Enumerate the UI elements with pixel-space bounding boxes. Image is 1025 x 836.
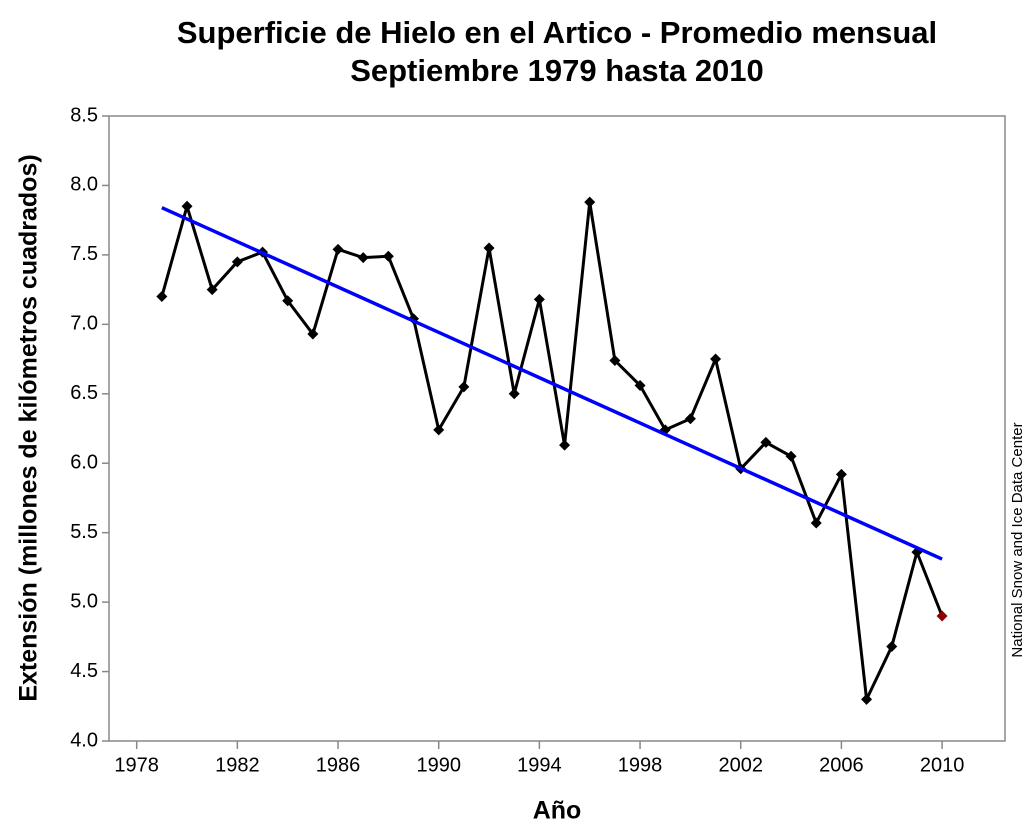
marker xyxy=(206,284,218,296)
x-tick-label: 2010 xyxy=(920,754,965,776)
marker xyxy=(609,354,621,366)
marker xyxy=(458,381,470,393)
x-tick-label: 1998 xyxy=(618,754,663,776)
marker xyxy=(282,295,294,307)
x-tick-label: 1986 xyxy=(316,754,361,776)
marker xyxy=(634,379,646,391)
marker xyxy=(886,641,898,653)
x-tick-label: 1978 xyxy=(114,754,159,776)
marker xyxy=(785,450,797,462)
marker xyxy=(936,610,948,622)
series-line xyxy=(161,206,943,561)
x-tick-label: 2006 xyxy=(819,754,864,776)
y-tick-label: 7.0 xyxy=(70,313,98,335)
x-tick-label: 2002 xyxy=(718,754,763,776)
series-line xyxy=(160,200,944,705)
x-tick-label: 1982 xyxy=(215,754,260,776)
chart-subtitle: Septiembre 1979 hasta 2010 xyxy=(350,53,764,88)
y-tick-label: 7.5 xyxy=(70,243,98,265)
y-axis-label: Extensión (millones de kilómetros cuadra… xyxy=(15,154,43,701)
marker xyxy=(307,328,319,340)
marker xyxy=(584,196,596,208)
y-tick-label: 6.0 xyxy=(70,452,98,474)
marker xyxy=(835,468,847,480)
x-axis-label: Año xyxy=(533,797,582,825)
marker xyxy=(433,424,445,436)
marker xyxy=(332,243,344,255)
marker xyxy=(231,256,243,268)
marker xyxy=(357,252,369,264)
y-tick-label: 5.5 xyxy=(70,521,98,543)
marker xyxy=(760,436,772,448)
marker xyxy=(156,291,168,303)
marker xyxy=(181,200,193,212)
y-tick-label: 5.0 xyxy=(70,590,98,612)
marker xyxy=(533,293,545,305)
marker xyxy=(861,693,873,705)
y-tick-label: 8.0 xyxy=(70,174,98,196)
marker xyxy=(559,439,571,451)
y-tick-label: 4.0 xyxy=(70,729,98,751)
y-tick-label: 6.5 xyxy=(70,382,98,404)
marker xyxy=(810,517,822,529)
y-tick-label: 4.5 xyxy=(70,660,98,682)
marker xyxy=(382,250,394,262)
marker xyxy=(684,413,696,425)
plot-frame xyxy=(108,115,1006,742)
chart-title: Superficie de Hielo en el Artico - Prome… xyxy=(177,15,937,50)
x-tick-label: 1990 xyxy=(416,754,461,776)
x-tick-label: 1994 xyxy=(517,754,562,776)
marker xyxy=(483,242,495,254)
marker xyxy=(508,388,520,400)
source: National Snow and Ice Data Center xyxy=(1009,422,1025,657)
marker xyxy=(710,353,722,365)
y-tick-label: 8.5 xyxy=(70,104,98,126)
